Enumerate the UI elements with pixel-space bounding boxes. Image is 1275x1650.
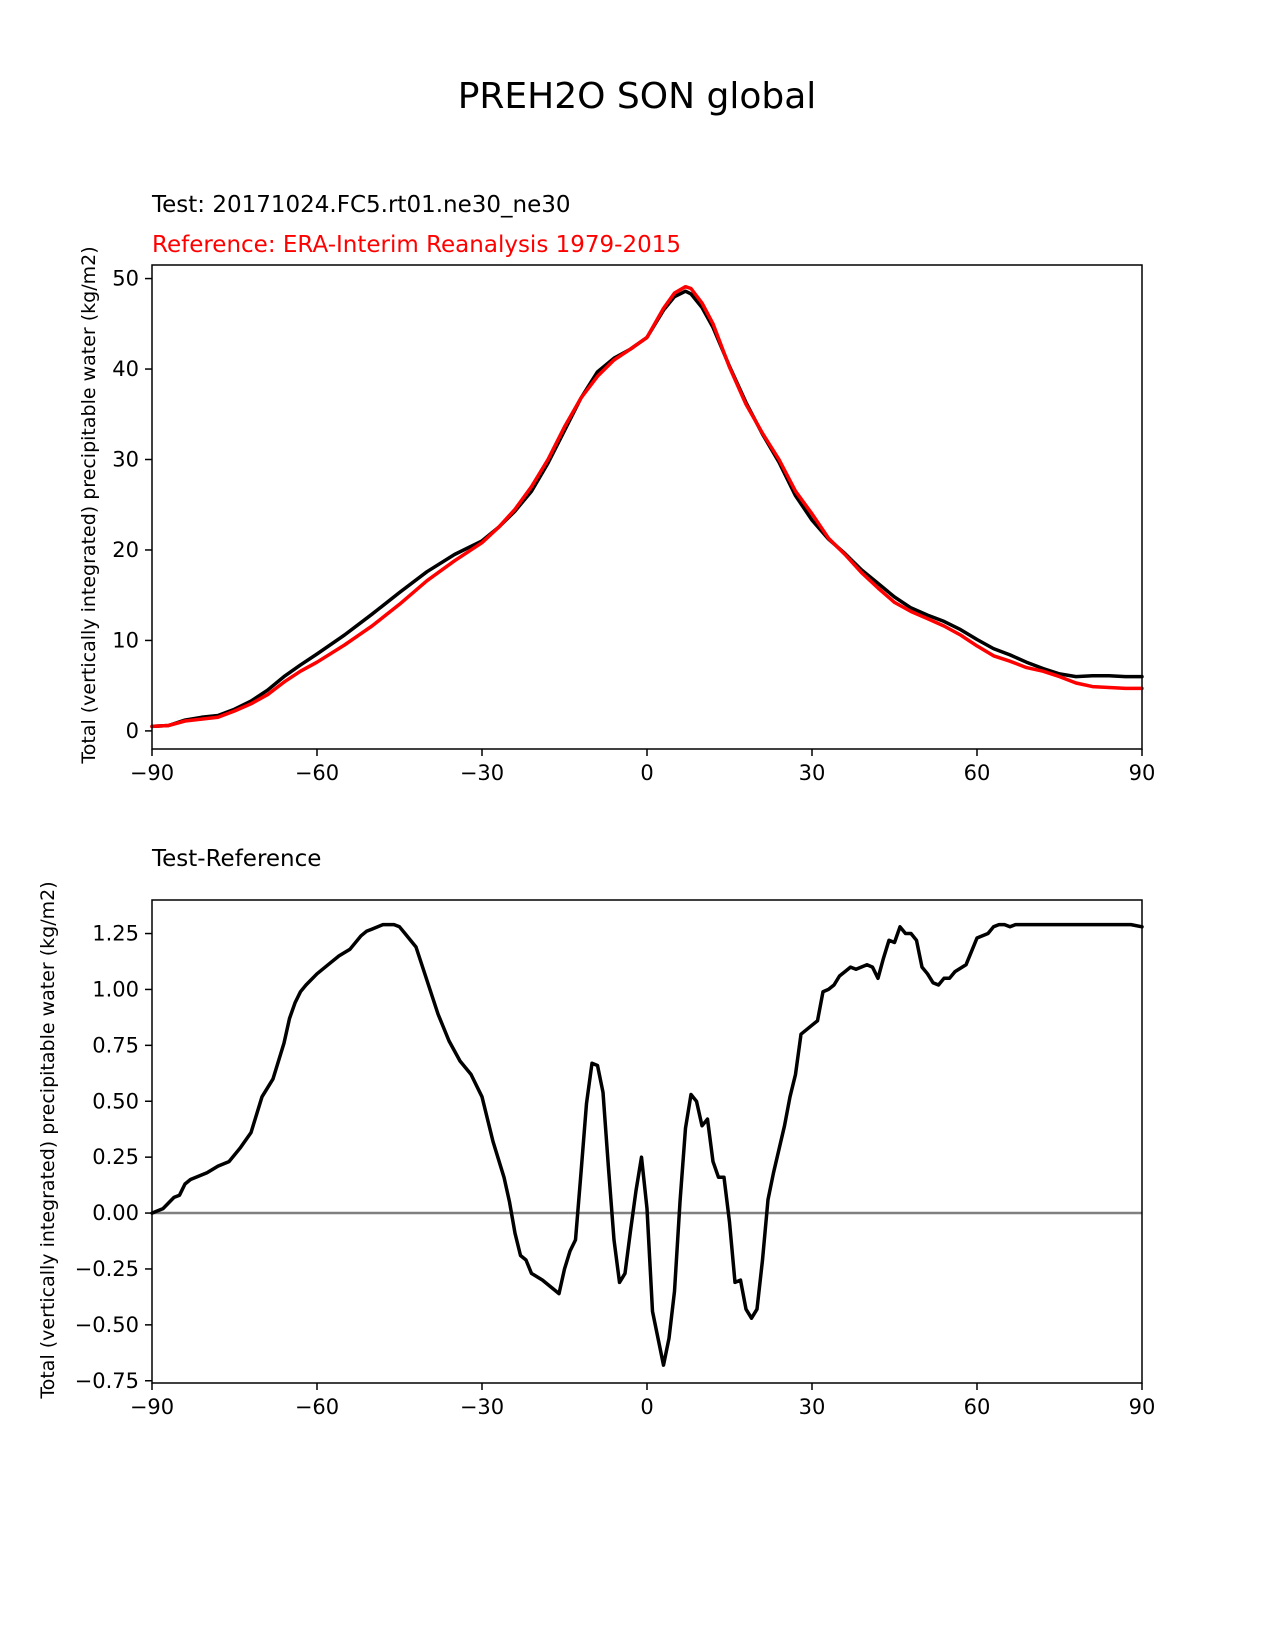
bottom-marks: −90 −60 −30 0 30 60 90 −0.75 −0.50 −0.25 0.00 0.25 0… [75, 922, 1156, 1419]
x-tick-label: 60 [964, 1395, 991, 1419]
x-tick-label: 60 [964, 761, 991, 785]
series-line-test-reference [150, 922, 1144, 1367]
y-tick-label: 10 [112, 628, 139, 652]
x-tick-label: 0 [640, 1395, 653, 1419]
series-line-test [150, 289, 1144, 729]
y-tick-label: 50 [112, 267, 139, 291]
bottom-chart: Test-Reference Total (vertically integra… [37, 846, 1155, 1419]
x-tick-label: 30 [799, 1395, 826, 1419]
title-reference: Reference: ERA-Interim Reanalysis 1979-2… [152, 232, 681, 258]
top-chart: Test: 20171024.FC5.rt01.ne30_ne30 Refere… [78, 192, 1155, 785]
y-tick-label: 40 [112, 357, 139, 381]
x-tick-label: −90 [130, 1395, 174, 1419]
y-tick-label: 20 [112, 538, 139, 562]
title-difference: Test-Reference [151, 846, 321, 872]
x-tick-label: 0 [640, 761, 653, 785]
top-marks: −90 −60 −30 0 30 60 90 0 10 20 30 40 50 [112, 267, 1155, 785]
x-tick-label: 90 [1129, 1395, 1156, 1419]
bottom-axes-frame [151, 899, 1143, 1384]
y-tick-label: 0.25 [92, 1145, 139, 1169]
y-tick-label: −0.75 [75, 1369, 139, 1393]
y-tick-label: −0.50 [75, 1313, 139, 1337]
top-ylabel: Total (vertically integrated) precipitab… [78, 246, 100, 764]
y-tick-label: 0.75 [92, 1033, 139, 1057]
x-tick-label: −60 [295, 1395, 339, 1419]
y-tick-label: 1.25 [92, 922, 139, 946]
y-tick-label: 0.50 [92, 1089, 139, 1113]
series-line-reference [150, 284, 1144, 729]
y-tick-label: 30 [112, 448, 139, 472]
x-tick-label: −90 [130, 761, 174, 785]
x-tick-label: 90 [1129, 761, 1156, 785]
figure-suptitle: PREH2O SON global [458, 76, 817, 117]
x-tick-label: 30 [799, 761, 826, 785]
bottom-ylabel: Total (vertically integrated) precipitab… [37, 881, 59, 1399]
y-tick-label: 0.00 [92, 1201, 139, 1225]
y-tick-label: −0.25 [75, 1257, 139, 1281]
x-tick-label: −60 [295, 761, 339, 785]
top-axes-frame [151, 264, 1143, 750]
y-tick-label: 0 [126, 719, 139, 743]
y-tick-label: 1.00 [92, 977, 139, 1001]
title-test: Test: 20171024.FC5.rt01.ne30_ne30 [151, 192, 571, 218]
x-tick-label: −30 [460, 761, 504, 785]
x-tick-label: −30 [460, 1395, 504, 1419]
